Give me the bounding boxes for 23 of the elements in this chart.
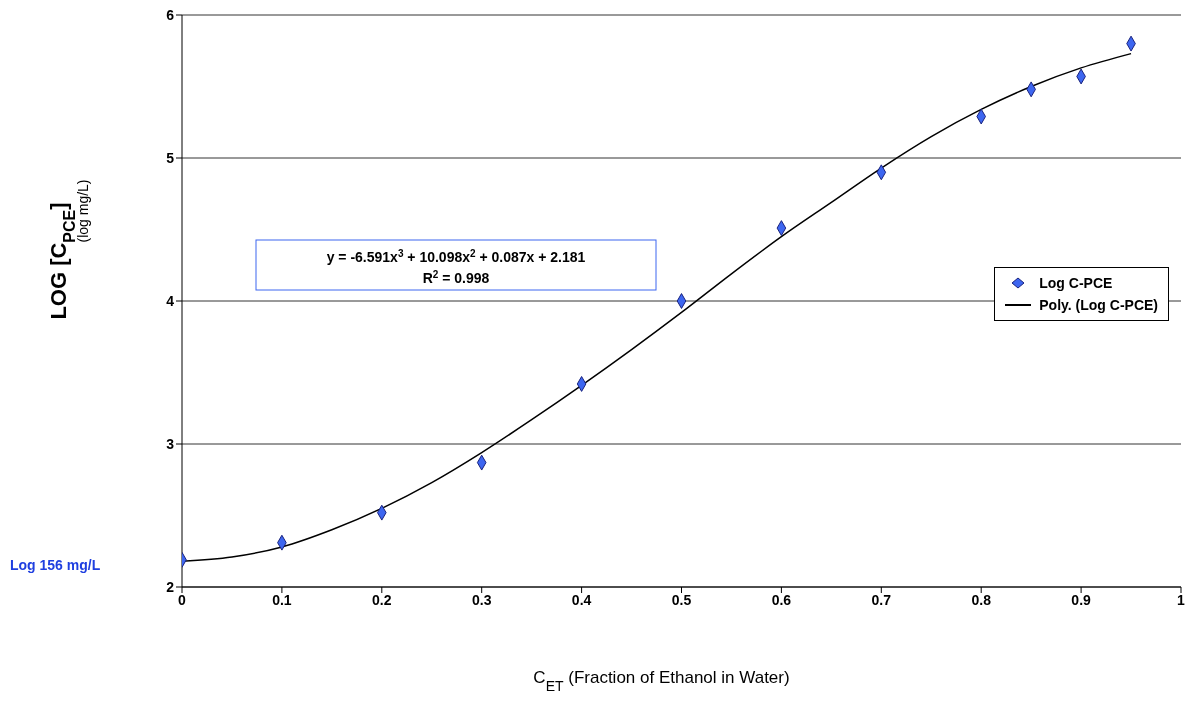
x-tick-label: 0 [178, 591, 187, 608]
y-tick-label: 4 [166, 292, 175, 309]
annotation: y = -6.591x$^{3}$ + 10.098x$^{2}$ + 0.087x + 2.181 [326, 247, 586, 265]
y-tick-label: 2 [166, 578, 175, 595]
y-tick-label: 6 [166, 6, 175, 23]
annotation: R$^{2}$ = 0.998 [422, 268, 490, 286]
x-tick-label: 0.7 [871, 591, 892, 608]
x-tick-label: 1 [1177, 591, 1186, 608]
legend-label: Log C-PCE [1039, 273, 1113, 293]
x-tick-label: 0.1 [272, 591, 292, 608]
y-tick-label: 5 [166, 149, 175, 166]
x-tick-label: 0.8 [971, 591, 992, 608]
x-tick-label: 0.3 [471, 591, 492, 608]
x-tick-label: 0.6 [771, 591, 792, 608]
text: Log 156 mg/L [10, 557, 101, 573]
x-axis-title: C$_{ET}$ (Fraction of Ethanol in Water) [533, 668, 790, 694]
text: (log mg/L) [75, 179, 91, 243]
x-tick-label: 0.4 [571, 591, 592, 608]
y-tick-label: 3 [166, 435, 175, 452]
x-tick-label: 0.5 [671, 591, 692, 608]
x-tick-label: 0.9 [1071, 591, 1092, 608]
legend-label: Poly. (Log C-PCE) [1039, 295, 1158, 315]
x-tick-label: 0.2 [372, 591, 392, 608]
